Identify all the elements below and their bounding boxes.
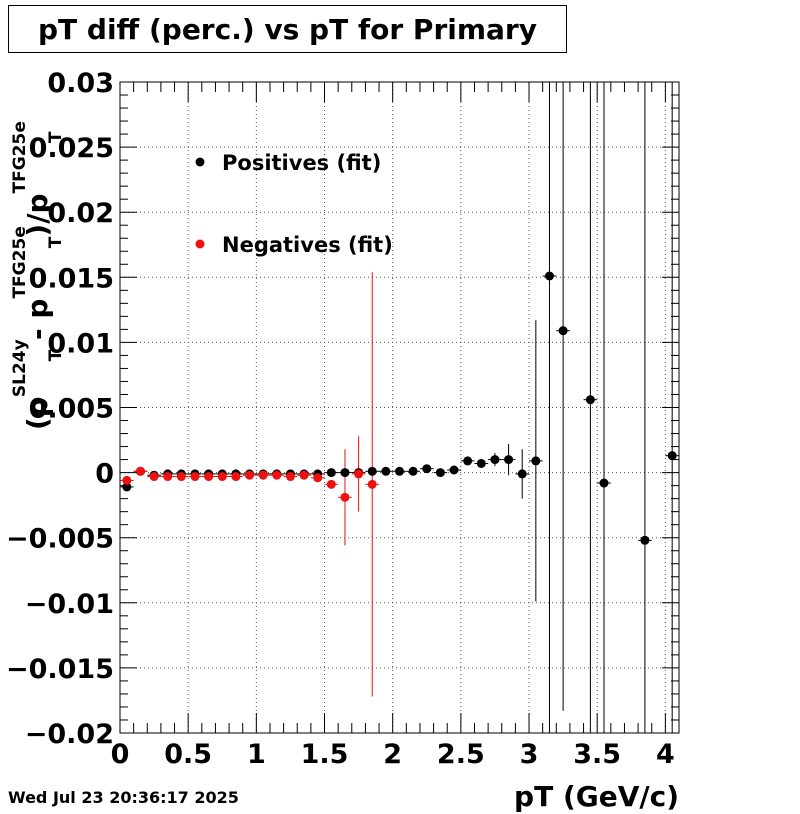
x-tick-label: 2 xyxy=(383,739,402,770)
data-point xyxy=(135,466,145,476)
data-point xyxy=(272,470,282,480)
data-point xyxy=(517,469,527,479)
y-tick-label: 0.02 xyxy=(47,198,114,229)
chart-title: pT diff (perc.) vs pT for Primary xyxy=(38,12,537,46)
x-tick-label: 3.5 xyxy=(573,739,621,770)
legend: Positives (fit) Negatives (fit) xyxy=(195,151,393,257)
y-tick-label: −0.015 xyxy=(6,654,114,685)
data-point xyxy=(354,469,364,479)
legend-marker-negatives xyxy=(195,239,205,249)
y-tick-label: 0.03 xyxy=(47,68,114,99)
legend-entry-positives: Positives (fit) xyxy=(195,151,381,175)
data-point xyxy=(367,466,377,476)
x-tick-label: 1.5 xyxy=(301,739,349,770)
y-tick-label: −0.02 xyxy=(25,719,114,750)
data-point xyxy=(490,455,500,465)
data-point xyxy=(667,451,677,461)
data-point xyxy=(340,492,350,502)
data-point xyxy=(531,456,541,466)
data-point xyxy=(476,458,486,468)
x-axis-label: pT (GeV/c) xyxy=(514,780,679,813)
data-point xyxy=(190,472,200,482)
y-tick-label: 0.025 xyxy=(29,133,114,164)
data-point xyxy=(149,472,159,482)
data-point xyxy=(585,395,595,405)
data-point xyxy=(381,466,391,476)
data-point xyxy=(299,470,309,480)
x-tick-label: 0 xyxy=(111,739,130,770)
grid-lines xyxy=(120,82,679,733)
data-point xyxy=(367,479,377,489)
data-point xyxy=(176,472,186,482)
chart-title-box: pT diff (perc.) vs pT for Primary xyxy=(8,5,567,53)
error-bars xyxy=(120,82,679,733)
x-tick-label: 2.5 xyxy=(437,739,485,770)
data-point xyxy=(122,475,132,485)
legend-label-positives: Positives (fit) xyxy=(222,151,381,175)
data-point xyxy=(245,470,255,480)
data-point xyxy=(449,465,459,475)
data-point xyxy=(599,478,609,488)
timestamp: Wed Jul 23 20:36:17 2025 xyxy=(8,788,239,807)
data-point xyxy=(163,472,173,482)
y-axis-label: (pSL24y T - pTFG25e T)/pTFG25e T xyxy=(10,121,66,430)
data-point xyxy=(408,466,418,476)
data-point xyxy=(122,482,132,492)
x-tick-labels: 0 0.5 1 1.5 2 2.5 3 3.5 4 xyxy=(111,739,675,770)
data-point xyxy=(217,472,227,482)
data-point xyxy=(285,472,295,482)
y-tick-label: 0.01 xyxy=(47,328,114,359)
y-tick-label: −0.01 xyxy=(25,589,114,620)
data-point xyxy=(340,468,350,478)
y-tick-label: 0.015 xyxy=(29,263,114,294)
data-point xyxy=(422,464,432,474)
y-tick-label: 0.005 xyxy=(29,394,114,425)
y-tick-label: 0 xyxy=(95,459,114,490)
data-point xyxy=(313,473,323,483)
plot-frame xyxy=(119,81,680,734)
data-points xyxy=(122,271,677,545)
x-tick-label: 0.5 xyxy=(164,739,212,770)
axis-ticks xyxy=(119,81,679,734)
data-point xyxy=(395,466,404,476)
data-point xyxy=(544,271,554,281)
data-point xyxy=(435,468,445,478)
y-tick-label: −0.005 xyxy=(6,524,114,555)
data-point xyxy=(204,472,214,482)
data-point xyxy=(326,479,336,489)
data-point xyxy=(558,326,568,336)
legend-label-negatives: Negatives (fit) xyxy=(222,233,393,257)
x-tick-label: 4 xyxy=(656,739,675,770)
y-tick-labels: −0.02 −0.015 −0.01 −0.005 0 0.005 0.01 0.015 0.0… xyxy=(6,68,114,750)
x-tick-label: 3 xyxy=(520,739,539,770)
legend-marker-positives xyxy=(195,157,205,167)
data-point xyxy=(463,456,473,466)
x-tick-label: 1 xyxy=(247,739,266,770)
data-point xyxy=(231,472,241,482)
data-point xyxy=(504,455,514,465)
legend-entry-negatives: Negatives (fit) xyxy=(195,233,393,257)
data-point xyxy=(326,468,336,478)
data-point xyxy=(258,470,268,480)
data-point xyxy=(640,535,650,545)
